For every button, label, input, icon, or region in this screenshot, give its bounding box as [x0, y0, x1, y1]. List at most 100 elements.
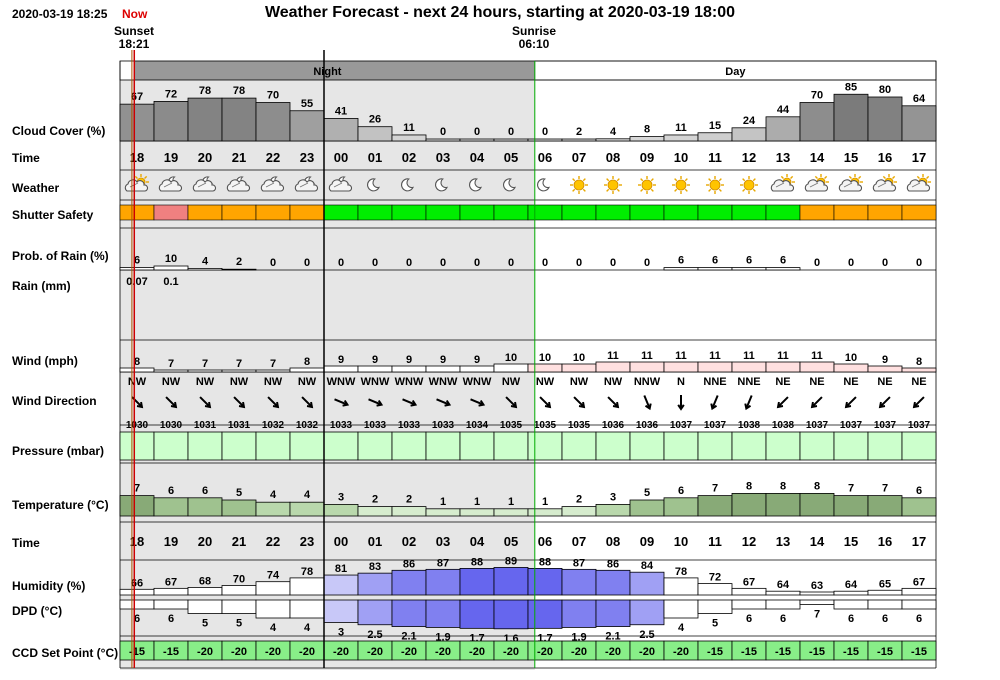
cloud-cover-bar	[119, 103, 155, 142]
cloud-cover-bar	[323, 118, 359, 142]
humidity-value: 87	[437, 557, 449, 569]
moon-crescent	[401, 178, 414, 192]
cloud-shape	[804, 179, 829, 192]
temperature-value: 7	[882, 483, 888, 495]
dpd-bar	[561, 599, 597, 628]
dpd-bar	[119, 599, 155, 610]
dpd-bar	[833, 599, 869, 610]
dpd-value: 5	[202, 618, 208, 630]
temperature-bar	[901, 497, 937, 517]
cloud-cover-bar	[289, 110, 325, 142]
prob-rain-value: 2	[236, 256, 242, 268]
wind-arrow-head	[544, 401, 552, 409]
wind-speed-bar	[459, 365, 495, 373]
temperature-bar	[187, 497, 223, 517]
humidity-value: 84	[641, 560, 654, 572]
sun-disc	[641, 179, 653, 191]
wind-speed-bar	[901, 367, 937, 373]
wind-arrow-head	[204, 401, 212, 409]
cloud-cover-value: 24	[743, 115, 756, 127]
cloud-cover-value: 11	[403, 122, 415, 134]
temperature-bar	[833, 495, 869, 517]
wind-speed-bar	[221, 369, 257, 373]
cloud-cover-bar	[901, 105, 937, 142]
ccd-set-point-value: -15	[809, 646, 825, 658]
humidity-bar	[425, 568, 461, 596]
sun-ray	[742, 188, 746, 192]
time-label-bottom: 23	[300, 534, 314, 549]
wind-speed-bar	[119, 367, 155, 373]
cloud-cover-bar	[833, 93, 869, 142]
temperature-bar	[493, 508, 529, 517]
sunset-label: Sunset	[113, 24, 154, 38]
time-label: 23	[300, 150, 314, 165]
sun-ray	[134, 175, 138, 179]
pressure-bar	[833, 431, 869, 461]
wind-direction-label: NW	[162, 376, 181, 388]
temperature-bar	[153, 497, 189, 517]
wind-speed-bar	[323, 365, 359, 373]
temperature-value: 3	[610, 491, 616, 503]
pressure-bar	[391, 431, 427, 461]
wind-speed-bar	[663, 361, 699, 373]
wind-speed-value: 8	[304, 356, 310, 368]
cloud-shape	[226, 179, 251, 192]
dpd-bar	[595, 599, 631, 627]
shutter-safety-cell	[561, 204, 597, 221]
humidity-value: 68	[199, 575, 211, 587]
humidity-bar	[527, 568, 563, 596]
time-label: 15	[844, 150, 858, 165]
cloud-shape	[906, 179, 931, 192]
pressure-bar	[799, 431, 835, 461]
wind-arrow-head	[170, 401, 178, 409]
cloud-cover-bar	[493, 138, 529, 142]
wind-speed-value: 10	[845, 352, 857, 364]
time-label-bottom: 15	[844, 534, 858, 549]
wind-speed-bar	[833, 363, 869, 373]
temperature-bar	[697, 495, 733, 517]
wind-direction-label: WNW	[429, 376, 458, 388]
sun-ray	[752, 188, 756, 192]
temperature-bar	[731, 492, 767, 517]
ccd-set-point-value: -15	[775, 646, 791, 658]
wind-speed-value: 10	[539, 352, 551, 364]
shutter-safety-cell	[493, 204, 529, 221]
pressure-bar	[629, 431, 665, 461]
humidity-value: 64	[845, 579, 858, 591]
cloud-cover-bar	[357, 126, 393, 142]
wind-speed-value: 9	[440, 354, 446, 366]
cloud-shape	[124, 179, 149, 192]
cloud-cover-bar	[561, 138, 597, 142]
pressure-bar	[255, 431, 291, 461]
wind-speed-value: 11	[743, 350, 755, 362]
temperature-value: 6	[202, 485, 208, 497]
label-prob-rain: Prob. of Rain (%)	[12, 249, 109, 263]
humidity-bar	[765, 590, 801, 596]
wind-direction-arrow	[643, 395, 651, 409]
temperature-value: 6	[916, 485, 922, 497]
wind-arrow-head	[136, 401, 144, 409]
temperature-value: 8	[746, 480, 752, 492]
wind-speed-bar	[697, 361, 733, 373]
sun-ray	[708, 178, 712, 182]
ccd-set-point-value: -15	[741, 646, 757, 658]
prob-rain-value: 0	[610, 257, 616, 269]
wind-direction-arrow	[845, 396, 857, 408]
dpd-value: 4	[678, 622, 685, 634]
prob-rain-bar	[119, 267, 155, 271]
partly-cloudy-day-icon	[838, 174, 863, 192]
time-label: 01	[368, 150, 382, 165]
pressure-value: 1033	[432, 420, 455, 431]
prob-rain-value: 0	[406, 257, 412, 269]
dpd-bar	[663, 599, 699, 619]
dpd-value: 6	[916, 613, 922, 625]
dpd-value: 4	[304, 622, 311, 634]
pressure-bar	[527, 431, 563, 461]
pressure-value: 1030	[126, 420, 149, 431]
time-label: 18	[130, 150, 144, 165]
time-label: 02	[402, 150, 416, 165]
sun-ray	[684, 188, 688, 192]
wind-direction-label: NW	[604, 376, 623, 388]
pressure-value: 1034	[466, 420, 489, 431]
pressure-value: 1033	[330, 420, 353, 431]
